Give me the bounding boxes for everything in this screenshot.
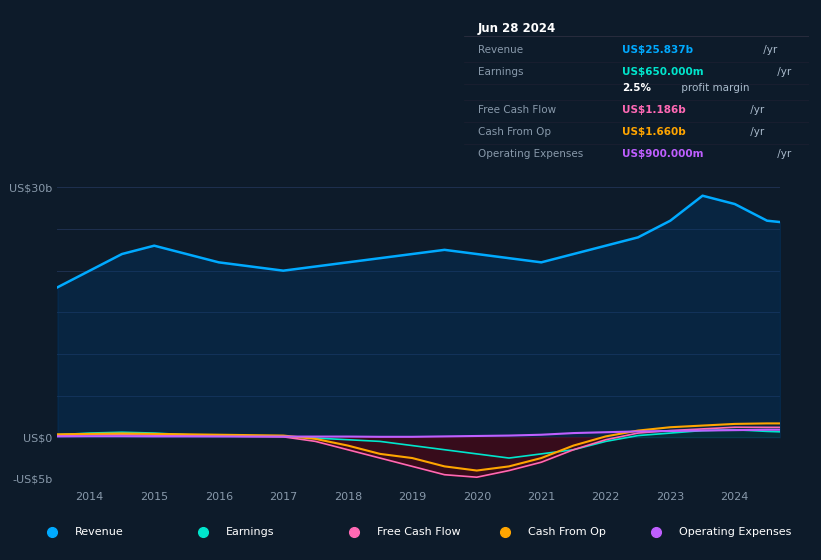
Text: Earnings: Earnings [478, 67, 523, 77]
Text: US$1.186b: US$1.186b [622, 105, 686, 115]
Text: Operating Expenses: Operating Expenses [478, 149, 583, 159]
Text: US$650.000m: US$650.000m [622, 67, 704, 77]
Text: Jun 28 2024: Jun 28 2024 [478, 22, 556, 35]
Text: /yr: /yr [746, 105, 764, 115]
Text: profit margin: profit margin [677, 83, 749, 93]
Text: Operating Expenses: Operating Expenses [679, 527, 791, 537]
Text: Cash From Op: Cash From Op [528, 527, 605, 537]
Text: Free Cash Flow: Free Cash Flow [478, 105, 556, 115]
Text: Revenue: Revenue [478, 45, 523, 55]
Text: /yr: /yr [760, 45, 777, 55]
Text: US$1.660b: US$1.660b [622, 127, 686, 137]
Text: /yr: /yr [746, 127, 764, 137]
Text: /yr: /yr [774, 149, 791, 159]
Text: 2.5%: 2.5% [622, 83, 652, 93]
Text: Revenue: Revenue [75, 527, 123, 537]
Text: Cash From Op: Cash From Op [478, 127, 551, 137]
Text: Earnings: Earnings [226, 527, 274, 537]
Text: Free Cash Flow: Free Cash Flow [377, 527, 460, 537]
Text: US$25.837b: US$25.837b [622, 45, 694, 55]
Text: /yr: /yr [774, 67, 791, 77]
Text: US$900.000m: US$900.000m [622, 149, 704, 159]
